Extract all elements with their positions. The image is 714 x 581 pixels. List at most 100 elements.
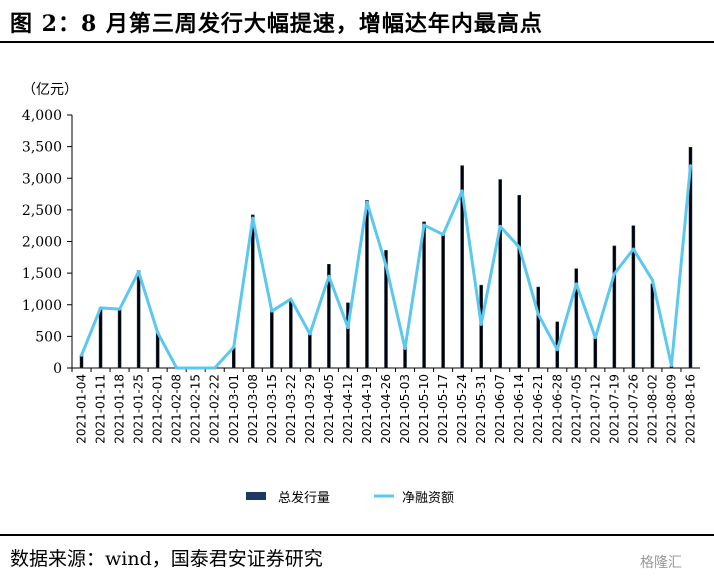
line-point <box>404 347 407 350</box>
x-tick-label: 2021-07-19 <box>607 374 621 444</box>
x-tick-label: 2021-03-01 <box>227 374 241 444</box>
y-tick-label: 3,500 <box>22 140 62 156</box>
line-point <box>194 367 197 370</box>
bar <box>594 338 597 368</box>
unit-label: （亿元） <box>22 82 78 98</box>
bar-series <box>80 147 692 368</box>
line-point <box>594 336 597 339</box>
x-tick-label: 2021-08-02 <box>645 374 659 444</box>
line-point <box>575 282 578 285</box>
legend: 总发行量 净融资额 <box>246 490 454 506</box>
bar <box>442 233 445 368</box>
bar <box>80 355 83 368</box>
x-tick-label: 2021-04-26 <box>379 374 393 444</box>
y-tick-label: 2,000 <box>22 235 62 251</box>
chart: （亿元） 0 500 1,000 1,500 2,000 2,500 3,000 3,500 4… <box>0 0 714 540</box>
line-point <box>689 164 692 167</box>
watermark: 格隆汇 <box>640 552 682 572</box>
x-tick-label: 2021-01-04 <box>75 374 89 444</box>
line-point <box>518 246 521 249</box>
bar <box>404 347 407 368</box>
x-tick-label: 2021-07-05 <box>569 374 583 444</box>
line-point <box>251 217 254 220</box>
line-point <box>118 308 121 311</box>
line-point <box>651 279 654 282</box>
x-tick-label: 2021-04-12 <box>341 374 355 444</box>
line-point <box>365 201 368 204</box>
bar <box>499 180 502 368</box>
x-tick-label: 2021-03-08 <box>246 374 260 444</box>
line-point <box>442 233 445 236</box>
y-tick-label: 3,000 <box>22 171 62 187</box>
line-point <box>213 367 216 370</box>
legend-label-line: 净融资额 <box>402 491 454 506</box>
x-tick-label: 2021-03-29 <box>303 374 317 444</box>
bar <box>651 284 654 368</box>
y-tick-label: 2,500 <box>22 203 62 219</box>
bar <box>137 271 140 368</box>
legend-label-bar: 总发行量 <box>278 490 330 506</box>
x-tick-label: 2021-03-15 <box>265 374 279 444</box>
x-tick-label: 2021-02-22 <box>208 374 222 444</box>
line-point <box>80 354 83 357</box>
x-tick-label: 2021-02-15 <box>189 374 203 444</box>
x-tick-label: 2021-07-26 <box>626 374 640 444</box>
x-tick-label: 2021-05-10 <box>417 374 431 444</box>
line-point <box>632 248 635 251</box>
line-point <box>232 346 235 349</box>
x-tick-label: 2021-07-12 <box>588 374 602 444</box>
bar <box>289 301 292 368</box>
bar <box>632 226 635 368</box>
x-tick-label: 2021-05-24 <box>455 374 469 444</box>
x-tick-label: 2021-04-19 <box>360 374 374 444</box>
x-tick-label: 2021-01-11 <box>94 374 108 444</box>
y-tick-label: 1,500 <box>22 266 62 282</box>
x-tick-label: 2021-05-03 <box>398 374 412 444</box>
line-point <box>556 348 559 351</box>
bar <box>118 308 121 368</box>
bar <box>480 285 483 368</box>
line-point <box>480 323 483 326</box>
line-point <box>670 364 673 367</box>
line-point <box>499 225 502 228</box>
line-point <box>175 367 178 370</box>
line-point <box>308 332 311 335</box>
x-tick-label: 2021-08-09 <box>664 374 678 444</box>
bar <box>613 246 616 368</box>
line-point <box>156 331 159 334</box>
line-point <box>137 270 140 273</box>
y-tick-label: 1,000 <box>22 298 62 314</box>
line-point <box>423 224 426 227</box>
x-tick-label: 2021-06-07 <box>493 374 507 444</box>
x-axis: 2021-01-04 2021-01-11 2021-01-18 2021-01-25… <box>72 368 700 444</box>
x-tick-label: 2021-05-17 <box>436 374 450 444</box>
x-tick-label: 2021-06-14 <box>512 374 526 444</box>
bar <box>99 308 102 368</box>
x-tick-label: 2021-05-31 <box>474 374 488 444</box>
x-tick-label: 2021-02-08 <box>170 374 184 444</box>
y-tick-label: 4,000 <box>22 108 62 124</box>
bar <box>308 333 311 368</box>
bar <box>518 195 521 368</box>
line-point <box>461 189 464 192</box>
x-tick-label: 2021-03-22 <box>284 374 298 444</box>
bar <box>365 200 368 368</box>
line-point <box>385 264 388 267</box>
line-point <box>327 275 330 278</box>
x-tick-label: 2021-01-25 <box>132 374 146 444</box>
line-point <box>270 310 273 313</box>
bar <box>423 222 426 368</box>
x-tick-label: 2021-08-16 <box>683 374 697 444</box>
legend-swatch-bar <box>246 492 266 500</box>
line-point <box>613 272 616 275</box>
line-point <box>346 326 349 329</box>
x-tick-label: 2021-04-05 <box>322 374 336 444</box>
bottom-rule <box>0 534 714 536</box>
x-tick-label: 2021-01-18 <box>113 374 127 444</box>
y-tick-label: 0 <box>53 361 62 377</box>
source-note: 数据来源：wind，国泰君安证券研究 <box>10 544 323 571</box>
x-tick-label: 2021-06-28 <box>550 374 564 444</box>
line-point <box>537 313 540 316</box>
bar <box>251 215 254 368</box>
y-axis: 05001,0001,5002,0002,5003,0003,5004,000 <box>22 108 72 377</box>
